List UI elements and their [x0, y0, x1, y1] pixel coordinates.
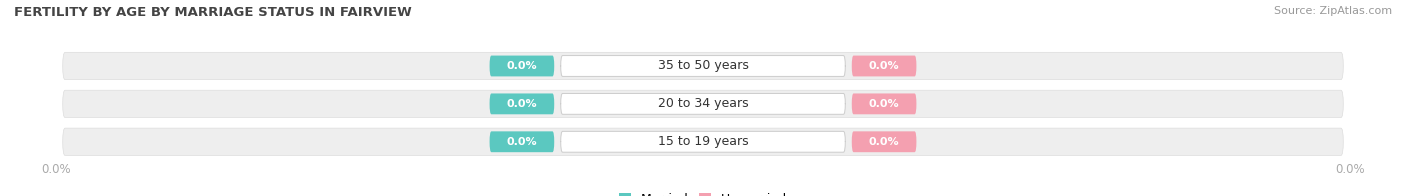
Text: FERTILITY BY AGE BY MARRIAGE STATUS IN FAIRVIEW: FERTILITY BY AGE BY MARRIAGE STATUS IN F…: [14, 6, 412, 19]
Text: 0.0%: 0.0%: [869, 61, 900, 71]
Text: 0.0%: 0.0%: [506, 99, 537, 109]
FancyBboxPatch shape: [852, 56, 917, 76]
FancyBboxPatch shape: [561, 56, 845, 76]
Text: 15 to 19 years: 15 to 19 years: [658, 135, 748, 148]
Text: Source: ZipAtlas.com: Source: ZipAtlas.com: [1274, 6, 1392, 16]
Text: 0.0%: 0.0%: [506, 137, 537, 147]
FancyBboxPatch shape: [489, 93, 554, 114]
FancyBboxPatch shape: [489, 131, 554, 152]
FancyBboxPatch shape: [852, 93, 917, 114]
FancyBboxPatch shape: [561, 131, 845, 152]
FancyBboxPatch shape: [63, 128, 1343, 155]
FancyBboxPatch shape: [561, 93, 845, 114]
FancyBboxPatch shape: [489, 56, 554, 76]
FancyBboxPatch shape: [63, 52, 1343, 80]
Text: 35 to 50 years: 35 to 50 years: [658, 60, 748, 73]
Text: 0.0%: 0.0%: [869, 137, 900, 147]
Legend: Married, Unmarried: Married, Unmarried: [619, 193, 787, 196]
FancyBboxPatch shape: [852, 131, 917, 152]
Text: 0.0%: 0.0%: [506, 61, 537, 71]
Text: 20 to 34 years: 20 to 34 years: [658, 97, 748, 110]
Text: 0.0%: 0.0%: [869, 99, 900, 109]
FancyBboxPatch shape: [63, 90, 1343, 118]
